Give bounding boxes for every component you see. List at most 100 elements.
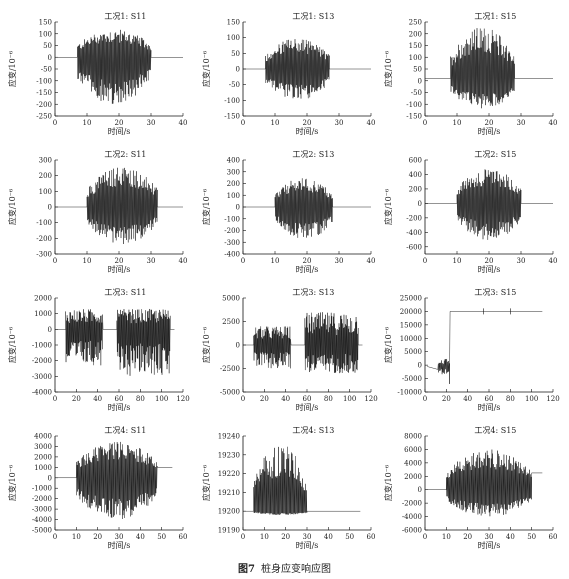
y-tick-label: -50 [41, 66, 52, 74]
x-tick-label: 30 [485, 533, 494, 541]
y-tick-label: 10000 [400, 335, 422, 343]
y-tick-label: -10000 [397, 389, 422, 397]
y-tick-label: -200 [406, 214, 422, 222]
panel-2: 0 10 20 30 40 -150 -100 -50 0 50 100 150 工况1: S13 时间/… [201, 12, 375, 136]
panel-title: 工况3: S13 [292, 288, 334, 297]
y-tick-label: -100 [224, 97, 240, 105]
x-tick-label: 20 [303, 257, 312, 265]
y-tick-label: -2000 [32, 495, 52, 503]
y-tick-label: -100 [406, 101, 422, 109]
y-tick-label: 200 [409, 185, 422, 193]
y-tick-label: 50 [413, 66, 422, 74]
x-axis-label: 时间/s [296, 264, 319, 274]
strain-trace [425, 449, 543, 517]
y-tick-label: -2500 [220, 365, 240, 373]
x-tick-label: 0 [423, 257, 427, 265]
y-tick-label: -4000 [32, 516, 52, 524]
strain-trace [55, 441, 173, 519]
x-tick-label: 0 [241, 395, 245, 403]
y-tick-label: -3000 [32, 506, 52, 514]
y-tick-label: 300 [227, 168, 240, 176]
panel-11: 0 10 20 30 40 50 60 19190 19200 19210 19220 19230 19… [201, 426, 375, 550]
y-tick-label: -200 [36, 235, 52, 243]
x-axis-label: 时间/s [478, 540, 501, 550]
y-tick-label: -200 [36, 101, 52, 109]
y-tick-label: 0 [418, 200, 422, 208]
y-tick-label: -1000 [32, 485, 52, 493]
x-tick-label: 20 [93, 533, 102, 541]
x-tick-label: 50 [345, 533, 354, 541]
y-axis-label: 应变/10⁻⁶ [201, 189, 211, 225]
y-tick-label: -150 [406, 113, 422, 121]
x-tick-label: 10 [260, 533, 269, 541]
x-axis-label: 时间/s [478, 126, 501, 136]
y-tick-label: 150 [39, 19, 52, 27]
y-axis-label: 应变/10⁻⁶ [7, 51, 17, 87]
y-tick-label: 250 [409, 19, 422, 27]
x-tick-label: 0 [241, 257, 245, 265]
x-axis-label: 时间/s [296, 126, 319, 136]
x-tick-label: 20 [463, 533, 472, 541]
strain-trace [55, 29, 183, 104]
y-tick-label: -2000 [402, 500, 422, 508]
y-tick-label: -2000 [32, 357, 52, 365]
y-tick-label: 19200 [218, 508, 240, 516]
x-tick-label: 60 [549, 533, 558, 541]
panel-7: 0 20 40 60 80 100 120 -4000 -3000 -2000 -1000 0 1000… [7, 288, 190, 412]
x-tick-label: 10 [453, 257, 462, 265]
x-tick-label: 40 [324, 533, 333, 541]
strain-trace [425, 169, 553, 240]
y-tick-label: 50 [43, 42, 52, 50]
y-tick-label: 200 [409, 30, 422, 38]
x-tick-label: 20 [485, 119, 494, 127]
y-tick-label: 100 [227, 192, 240, 200]
y-tick-label: -100 [36, 77, 52, 85]
y-tick-label: 300 [39, 157, 52, 165]
x-tick-label: 0 [53, 119, 57, 127]
y-tick-label: 200 [39, 172, 52, 180]
y-tick-label: 0 [48, 54, 52, 62]
strain-trace [55, 308, 175, 376]
x-tick-label: 100 [343, 395, 356, 403]
y-tick-label: -6000 [402, 527, 422, 535]
y-tick-label: 2000 [34, 453, 52, 461]
strain-trace [243, 39, 371, 99]
y-tick-label: -400 [224, 251, 240, 259]
y-tick-label: 0 [418, 486, 422, 494]
panel-title: 工况2: S13 [292, 150, 334, 159]
x-tick-label: 0 [423, 395, 427, 403]
x-axis-label: 时间/s [478, 402, 501, 412]
x-tick-label: 50 [527, 533, 536, 541]
y-tick-label: 4000 [34, 433, 52, 441]
panel-title: 工况2: S15 [474, 150, 516, 159]
x-tick-label: 30 [517, 119, 526, 127]
y-tick-label: -100 [224, 215, 240, 223]
x-tick-label: 60 [179, 533, 188, 541]
y-tick-label: 0 [48, 326, 52, 334]
panel-title: 工况4: S13 [292, 426, 334, 435]
x-tick-label: 10 [453, 119, 462, 127]
x-tick-label: 100 [525, 395, 538, 403]
y-tick-label: 0 [236, 204, 240, 212]
y-tick-label: -300 [224, 239, 240, 247]
y-tick-label: 3000 [34, 443, 52, 451]
x-tick-label: 0 [241, 533, 245, 541]
panel-12: 0 10 20 30 40 50 60 -6000 -4000 -2000 0 2000 4000 600… [383, 426, 557, 550]
y-tick-label: 19230 [218, 451, 240, 459]
y-tick-label: 5000 [404, 348, 422, 356]
x-tick-label: 0 [423, 533, 427, 541]
y-tick-label: 0 [418, 77, 422, 85]
y-tick-label: -5000 [32, 527, 52, 535]
x-tick-label: 0 [423, 119, 427, 127]
x-tick-label: 40 [506, 533, 515, 541]
y-tick-label: 100 [39, 188, 52, 196]
x-tick-label: 0 [53, 257, 57, 265]
y-tick-label: -150 [36, 89, 52, 97]
y-tick-label: 2000 [34, 295, 52, 303]
y-tick-label: 19210 [218, 489, 240, 497]
y-tick-label: 20000 [400, 308, 422, 316]
y-tick-label: -200 [224, 227, 240, 235]
y-axis-label: 应变/10⁻⁶ [7, 465, 17, 501]
y-tick-label: 4000 [404, 459, 422, 467]
